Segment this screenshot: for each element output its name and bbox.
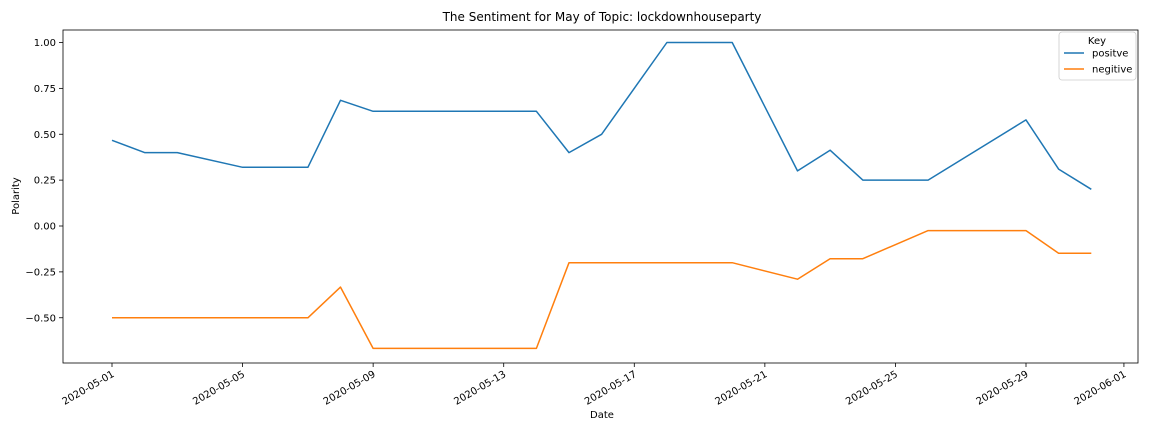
y-tick-label: −0.50	[25, 313, 56, 324]
x-tick-label: 2020-05-13	[452, 369, 508, 408]
x-tick-label: 2020-05-01	[61, 369, 117, 408]
x-tick-label: 2020-06-01	[1073, 369, 1129, 408]
x-tick-label: 2020-05-29	[975, 369, 1031, 408]
legend-label: negitive	[1092, 65, 1132, 76]
series-line-positve	[111, 41, 1092, 190]
legend-label: positve	[1092, 49, 1128, 60]
x-axis-label: Date	[590, 410, 614, 421]
x-tick-label: 2020-05-09	[322, 369, 378, 408]
x-tick-label: 2020-05-05	[191, 369, 247, 408]
y-axis: −0.50 −0.25 0.00 0.25 0.50 0.75 1.00	[25, 38, 63, 324]
legend: Key positve negitive	[1058, 31, 1137, 81]
y-tick-label: 1.00	[34, 38, 56, 49]
x-tick-label: 2020-05-21	[714, 369, 770, 408]
y-axis-label: Polarity	[11, 177, 22, 215]
x-axis: 2020-05-01 2020-05-05 2020-05-09 2020-05-13…	[61, 363, 1129, 408]
y-tick-label: −0.25	[25, 267, 56, 278]
y-tick-label: 0.00	[34, 222, 56, 233]
chart-title: The Sentiment for May of Topic: lockdown…	[442, 10, 762, 24]
legend-box	[1058, 31, 1137, 81]
series-line-negitive	[112, 229, 1092, 350]
plot-area	[62, 29, 1139, 364]
y-tick-label: 0.25	[34, 176, 56, 187]
y-tick-label: 0.50	[34, 130, 56, 141]
series-layer	[111, 41, 1092, 350]
y-tick-label: 0.75	[34, 84, 56, 95]
x-tick-label: 2020-05-25	[844, 369, 900, 408]
legend-title: Key	[1088, 36, 1106, 47]
x-tick-label: 2020-05-17	[583, 369, 639, 408]
